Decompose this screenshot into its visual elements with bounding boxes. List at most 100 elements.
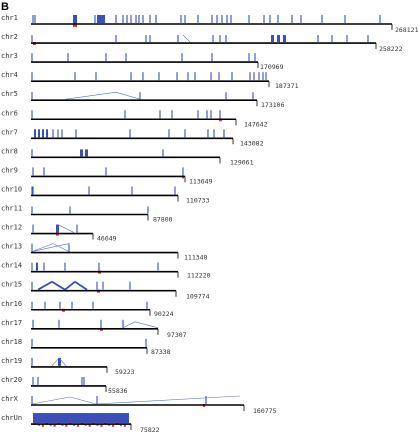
feature-block xyxy=(36,262,38,271)
link-line xyxy=(122,321,136,329)
chromosome-label: chr10 xyxy=(1,185,22,193)
chromosome-label: chr1 xyxy=(1,14,18,22)
chromosome-length: 258222 xyxy=(379,45,403,53)
chromosome-label: chr18 xyxy=(1,338,22,346)
chromosome-label: chr7 xyxy=(1,128,18,136)
chromosome-length: 46649 xyxy=(97,235,117,243)
link-line xyxy=(134,321,159,329)
feature-marks xyxy=(31,72,267,81)
chromosome-rows: chr1 268121 chr2 258222 chr3 170969 chr4 187371… xyxy=(1,14,419,434)
feature-block xyxy=(271,35,274,43)
feature-marks xyxy=(31,91,254,100)
chromosome-length: 87800 xyxy=(153,216,173,224)
chromosome-length: 97307 xyxy=(167,331,187,339)
chromosome-row-chr9: chr9 113649 xyxy=(1,166,213,185)
chromosome-length: 113649 xyxy=(189,177,213,185)
feature-block xyxy=(34,129,36,138)
chromosome-row-chr16: chr16 90224 xyxy=(1,300,174,318)
chromosome-label: chrX xyxy=(1,395,19,403)
feature-block xyxy=(42,129,44,138)
chromosome-label: chr8 xyxy=(1,147,18,155)
chromosome-label: chr9 xyxy=(1,166,18,174)
link-line xyxy=(74,280,88,291)
chromosome-length: 268121 xyxy=(395,26,419,34)
marker xyxy=(41,424,44,427)
feature-block xyxy=(38,129,40,138)
link-line xyxy=(64,280,76,291)
chromosome-row-chr11: chr11 87800 xyxy=(1,205,173,224)
marker xyxy=(100,424,103,427)
marker xyxy=(88,424,91,427)
feature-marks xyxy=(31,243,70,252)
feature-block xyxy=(283,35,286,43)
marker xyxy=(112,424,115,427)
marker xyxy=(53,424,56,427)
chromosome-length: 170969 xyxy=(260,63,284,71)
chromosome-length: 112220 xyxy=(187,272,211,280)
link-line xyxy=(52,243,70,252)
chromosome-row-chr12: chr12 46649 xyxy=(1,224,117,243)
chromosome-label: chr11 xyxy=(1,205,22,213)
feature-marks xyxy=(31,262,159,274)
chromosome-row-chr13: chr13 111348 xyxy=(1,243,208,262)
feature-block xyxy=(277,35,280,43)
chromosome-label: chrUn xyxy=(1,414,22,422)
link-line xyxy=(31,243,54,252)
marker xyxy=(73,23,77,27)
link-line xyxy=(51,357,60,367)
feature-marks xyxy=(31,186,176,195)
chromosome-row-chr2: chr2 258222 xyxy=(1,33,403,53)
chromosome-label: chr4 xyxy=(1,71,18,79)
chromosome-length: 111348 xyxy=(184,254,208,262)
chromosome-row-chr10: chr10 110733 xyxy=(1,185,210,204)
chromosome-row-chr17: chr17 97307 xyxy=(1,319,187,339)
marker xyxy=(123,424,126,427)
chromosome-label: chr17 xyxy=(1,319,22,327)
link-line xyxy=(182,34,191,43)
chromosome-length: 55836 xyxy=(108,387,128,395)
chromosome-label: chr6 xyxy=(1,109,18,117)
feature-block xyxy=(85,149,88,157)
dense-block xyxy=(33,413,129,424)
feature-marks xyxy=(31,280,131,293)
link-line xyxy=(95,395,241,405)
feature-block xyxy=(46,129,48,138)
marker xyxy=(65,424,68,427)
chromosome-row-chrUn: chrUn 75822 xyxy=(1,413,160,434)
chromosome-length: 109774 xyxy=(186,293,210,301)
feature-block xyxy=(73,15,77,23)
feature-block xyxy=(58,357,61,366)
link-line xyxy=(115,91,141,100)
chromosome-row-chr7: chr7 143082 xyxy=(1,128,264,147)
chromosome-label: chr15 xyxy=(1,281,22,289)
feature-marks xyxy=(31,395,241,407)
chromosome-length: 59223 xyxy=(115,368,135,376)
link-line xyxy=(65,91,117,100)
chromosome-label: chr3 xyxy=(1,52,18,60)
chromosome-row-chr19: chr19 59223 xyxy=(1,357,135,376)
link-line xyxy=(57,224,75,233)
chromosome-row-chr14: chr14 112220 xyxy=(1,262,211,280)
chromosome-label: chr20 xyxy=(1,376,22,384)
marker xyxy=(76,424,80,427)
chromosome-length: 129061 xyxy=(230,158,254,166)
chromosome-length: 75822 xyxy=(140,426,160,434)
feature-marks xyxy=(31,206,149,214)
chromosome-label: chr5 xyxy=(1,90,18,98)
chromosome-length: 160775 xyxy=(253,407,277,415)
chromosome-row-chr20: chr20 55836 xyxy=(1,376,128,395)
chromosome-row-chr1: chr1 268121 xyxy=(1,14,419,34)
feature-marks xyxy=(31,338,147,347)
chromosome-row-chr18: chr18 87338 xyxy=(1,338,171,356)
chromosome-row-chr4: chr4 187371 xyxy=(1,71,299,90)
feature-marks xyxy=(32,319,159,331)
feature-marks xyxy=(31,357,67,367)
link-line xyxy=(69,396,97,405)
link-line xyxy=(37,280,53,291)
link-line xyxy=(31,243,70,252)
chromosome-row-chr15: chr15 109774 xyxy=(1,281,210,301)
feature-block xyxy=(80,149,83,157)
link-line xyxy=(58,357,67,367)
chromosome-label: chr13 xyxy=(1,243,22,251)
